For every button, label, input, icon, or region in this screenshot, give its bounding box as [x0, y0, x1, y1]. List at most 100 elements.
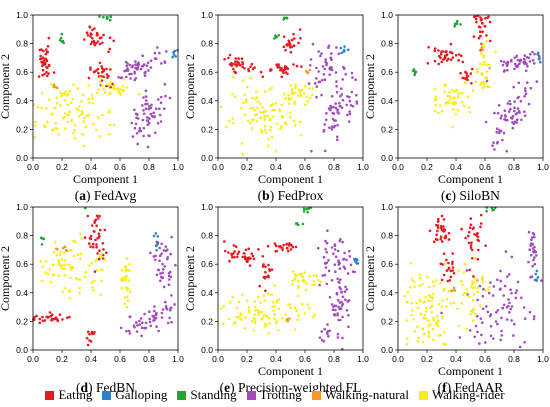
point-trotting: [512, 334, 515, 337]
point-walking-rider: [66, 103, 70, 107]
point-walking-rider: [252, 106, 255, 110]
point-eating: [465, 71, 468, 75]
point-trotting: [476, 298, 479, 302]
point-trotting: [515, 289, 519, 292]
point-eating: [95, 214, 99, 218]
point-walking-rider: [262, 313, 266, 317]
point-eating: [442, 225, 445, 228]
point-walking-rider: [249, 76, 253, 80]
legend-label: Eating: [58, 387, 93, 402]
point-walking-rider: [294, 276, 297, 280]
point-walking-rider: [427, 299, 431, 302]
point-walking-rider: [305, 282, 308, 285]
point-walking-rider: [120, 268, 124, 272]
point-walking-rider: [466, 95, 469, 98]
point-walking-rider: [137, 92, 141, 96]
panel-letter: (: [220, 380, 225, 395]
y-tick-label: 0.6: [381, 259, 393, 269]
point-trotting: [341, 78, 345, 81]
point-walking-rider: [273, 317, 277, 321]
point-walking-rider: [81, 93, 85, 97]
point-eating: [460, 227, 463, 231]
point-walking-rider: [58, 253, 62, 257]
point-trotting: [326, 330, 330, 333]
point-trotting: [168, 316, 171, 320]
point-trotting: [318, 80, 322, 84]
point-trotting: [343, 67, 346, 70]
panel-5: 0.0 0.2 0.4 0.6 0.8 1.00.00.20.40.60.81.0Comp…: [183, 202, 369, 395]
point-trotting: [138, 130, 142, 133]
point-walking-rider: [424, 306, 428, 310]
point-walking-rider: [76, 253, 80, 257]
point-walking-rider: [474, 312, 477, 316]
point-walking-rider: [258, 102, 262, 106]
point-eating: [284, 71, 288, 74]
point-eating: [476, 235, 480, 238]
point-walking-rider: [260, 317, 263, 321]
x-tick-label: 1.0: [357, 354, 369, 364]
legend-swatch: [102, 390, 112, 400]
point-eating: [41, 64, 44, 67]
point-trotting: [153, 57, 157, 60]
point-walking-rider: [465, 327, 468, 331]
point-trotting: [340, 300, 343, 304]
point-walking-rider: [473, 281, 476, 284]
point-eating: [264, 289, 267, 293]
point-walking-rider: [268, 118, 271, 122]
point-trotting: [125, 75, 128, 79]
point-walking-rider: [405, 343, 409, 346]
point-walking-rider: [63, 99, 67, 102]
point-eating: [479, 225, 482, 229]
point-trotting: [154, 131, 157, 135]
point-walking-rider: [437, 303, 441, 306]
point-trotting: [348, 255, 352, 258]
point-trotting: [133, 108, 136, 112]
point-trotting: [336, 277, 339, 281]
point-trotting: [144, 321, 148, 325]
point-trotting: [518, 345, 522, 349]
point-walking-rider: [108, 92, 111, 96]
point-walking-rider: [108, 84, 111, 87]
point-walking-rider: [405, 300, 409, 304]
point-trotting: [330, 106, 333, 110]
point-walking-rider: [311, 93, 314, 97]
point-eating: [56, 318, 59, 321]
point-eating: [479, 222, 483, 225]
point-standing: [59, 36, 63, 40]
point-walking-rider: [462, 104, 466, 107]
point-standing: [459, 23, 462, 26]
point-walking-rider: [253, 321, 257, 325]
point-eating: [95, 224, 98, 227]
point-trotting: [327, 269, 331, 273]
point-walking-rider: [231, 117, 234, 120]
point-trotting: [334, 270, 337, 274]
legend-swatch: [418, 390, 428, 400]
point-walking-rider: [479, 62, 482, 65]
point-trotting: [523, 95, 526, 98]
point-trotting: [340, 87, 343, 90]
point-walking-natural: [480, 47, 483, 51]
point-trotting: [332, 125, 336, 129]
point-eating: [270, 268, 274, 272]
point-trotting: [323, 273, 327, 277]
point-eating: [279, 245, 282, 248]
point-eating: [460, 54, 463, 58]
point-trotting: [338, 286, 342, 289]
point-trotting: [324, 60, 327, 64]
point-trotting: [330, 58, 333, 61]
point-eating: [52, 71, 56, 74]
point-trotting: [336, 314, 339, 317]
y-tick-label: 0.8: [381, 231, 393, 241]
point-walking-rider: [299, 133, 303, 137]
point-walking-rider: [39, 260, 43, 263]
point-eating: [467, 241, 471, 245]
point-eating: [247, 256, 250, 260]
y-tick-label: 0.0: [381, 345, 393, 355]
point-walking-rider: [64, 127, 67, 130]
panel-letter-close: ): [230, 380, 238, 395]
point-walking-rider: [457, 92, 460, 96]
point-trotting: [515, 111, 519, 115]
point-trotting: [533, 62, 536, 65]
point-trotting: [348, 95, 351, 99]
